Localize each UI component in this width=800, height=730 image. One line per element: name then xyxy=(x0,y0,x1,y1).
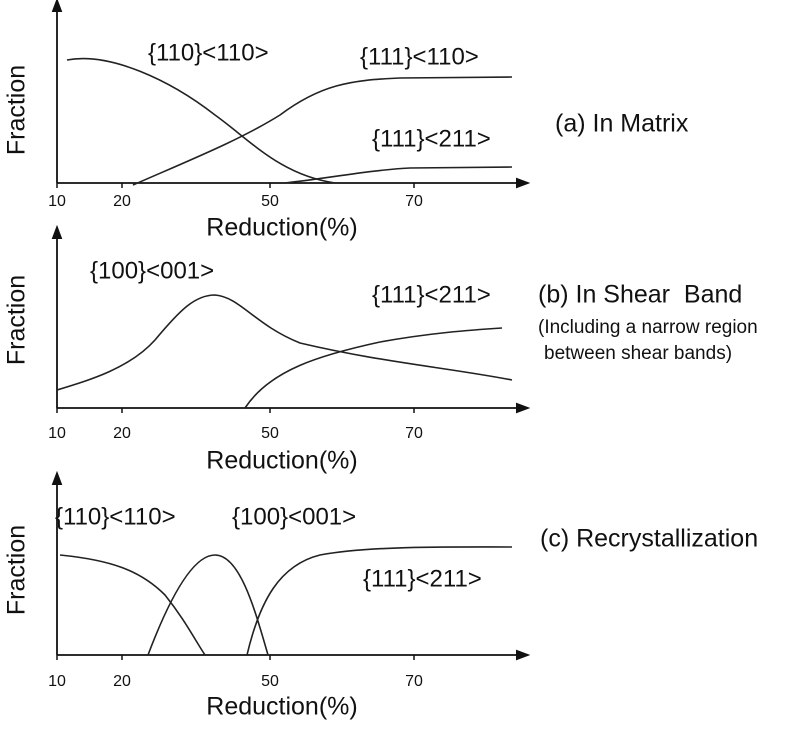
x-tick-label: 10 xyxy=(48,193,66,210)
x-tick-label: 10 xyxy=(48,673,66,690)
curve xyxy=(59,554,206,656)
curve-label: {100}<001> xyxy=(232,503,356,530)
curve xyxy=(132,76,513,186)
x-axis-label: Reduction(%) xyxy=(206,214,357,242)
caption: (c) Recrystallization xyxy=(540,525,758,553)
x-axis-label: Reduction(%) xyxy=(206,447,357,475)
curve xyxy=(56,294,513,391)
curve-label: {110}<110> xyxy=(148,39,269,66)
curve-label: {110}<110> xyxy=(55,503,176,530)
x-tick-label: 50 xyxy=(261,425,279,442)
curve-label: {111}<211> xyxy=(372,281,491,308)
x-tick-label: 20 xyxy=(113,425,131,442)
curve xyxy=(147,554,269,656)
curve-label: {100}<001> xyxy=(90,257,214,284)
x-tick-label: 70 xyxy=(405,673,423,690)
x-tick-label: 70 xyxy=(405,425,423,442)
caption: (b) In Shear Band xyxy=(538,281,742,309)
x-axis-label: Reduction(%) xyxy=(206,693,357,721)
curve xyxy=(284,166,513,184)
curve xyxy=(244,327,503,409)
x-tick-label: 70 xyxy=(405,193,423,210)
curve xyxy=(66,57,336,184)
y-axis-label: Fraction xyxy=(3,275,31,365)
x-tick-label: 50 xyxy=(261,193,279,210)
x-tick-label: 50 xyxy=(261,673,279,690)
note: between shear bands) xyxy=(544,343,732,364)
note: (Including a narrow region xyxy=(538,317,758,338)
curve-label: {111}<211> xyxy=(372,125,491,152)
curve-label: {111}<211> xyxy=(363,565,482,592)
curve xyxy=(246,546,513,656)
y-axis-label: Fraction xyxy=(3,65,31,155)
x-tick-label: 10 xyxy=(48,425,66,442)
curve-label: {111}<110> xyxy=(360,43,479,70)
y-axis-label: Fraction xyxy=(3,525,31,615)
x-tick-label: 20 xyxy=(113,673,131,690)
x-tick-label: 20 xyxy=(113,193,131,210)
caption: (a) In Matrix xyxy=(555,110,689,138)
